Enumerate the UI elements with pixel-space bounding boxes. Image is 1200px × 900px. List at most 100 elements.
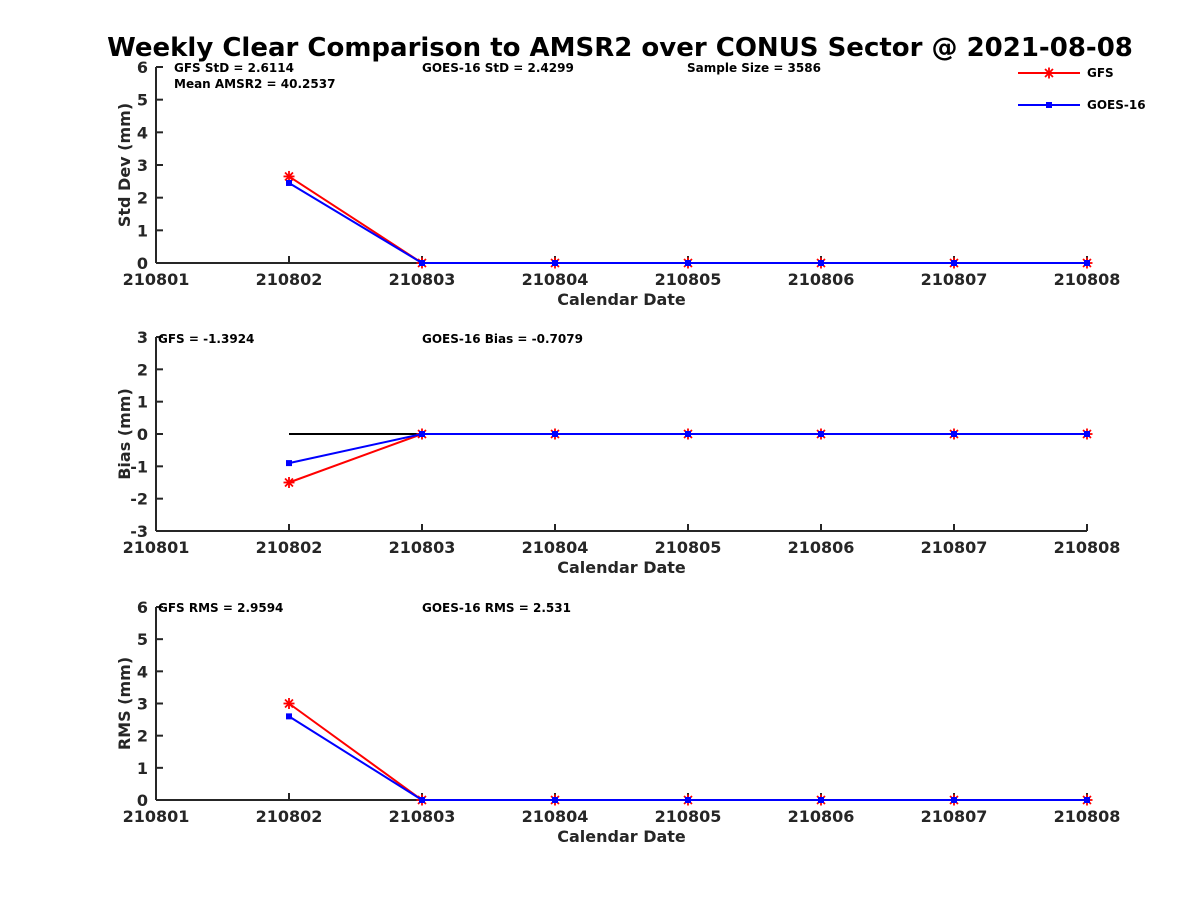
- rms-y-tick-label: 6: [137, 598, 148, 617]
- rms-series-goes-16-point: [1084, 797, 1090, 803]
- figure-title: Weekly Clear Comparison to AMSR2 over CO…: [107, 33, 1133, 63]
- bias-y-tick-label: -2: [130, 490, 148, 509]
- rms-series-goes-16-point: [685, 797, 691, 803]
- rms-series-goes-16-point: [286, 713, 292, 720]
- rms-x-tick-label: 210804: [522, 807, 589, 826]
- std-y-tick-label: 0: [137, 254, 148, 273]
- bias-x-tick-label: 210801: [123, 538, 190, 557]
- rms-annotation: GFS RMS = 2.9594: [158, 601, 283, 615]
- bias-y-tick-label: 2: [137, 360, 148, 379]
- subplot-bias: 210801 210802 210803 210804 210805 210806 2108…: [115, 328, 1120, 577]
- std-y-tick-label: 5: [137, 91, 148, 110]
- std-y-axis-label: Std Dev (mm): [115, 103, 134, 227]
- rms-x-tick-label: 210802: [256, 807, 323, 826]
- bias-x-tick-label: 210807: [921, 538, 988, 557]
- bias-x-tick-label: 210808: [1054, 538, 1121, 557]
- bias-series-goes-16-point: [685, 431, 691, 437]
- bias-y-axis-label: Bias (mm): [115, 388, 134, 480]
- rms-y-tick-label: 4: [137, 662, 148, 681]
- std-series-goes-16-point: [552, 260, 558, 266]
- std-x-tick-label: 210807: [921, 270, 988, 289]
- std-x-tick-label: 210801: [123, 270, 190, 289]
- std-y-tick-label: 1: [137, 221, 148, 240]
- legend-goes-16-label: GOES-16: [1087, 98, 1146, 112]
- std-x-tick-label: 210805: [655, 270, 722, 289]
- bias-y-tick-label: 0: [137, 425, 148, 444]
- bias-series-goes-16-point: [1084, 431, 1090, 437]
- legend-gfs-label: GFS: [1087, 66, 1114, 80]
- std-series-goes-16-point: [419, 260, 425, 266]
- bias-annotation: GOES-16 Bias = -0.7079: [422, 332, 583, 346]
- rms-x-tick-label: 210803: [389, 807, 456, 826]
- bias-x-tick-label: 210803: [389, 538, 456, 557]
- std-annotation: GFS StD = 2.6114: [174, 61, 294, 75]
- std-x-tick-label: 210802: [256, 270, 323, 289]
- rms-y-tick-label: 1: [137, 759, 148, 778]
- bias-series-goes-16-point: [552, 431, 558, 437]
- rms-series-goes-16-point: [419, 797, 425, 803]
- rms-y-tick-label: 5: [137, 630, 148, 649]
- std-series-goes-16-point: [286, 179, 292, 186]
- bias-y-tick-label: 1: [137, 393, 148, 412]
- rms-x-axis-label: Calendar Date: [557, 827, 686, 846]
- rms-x-tick-label: 210805: [655, 807, 722, 826]
- std-series-gfs-point-stroke-d2: [284, 171, 294, 182]
- rms-series-goes-16-point: [951, 797, 957, 803]
- subplots: 210801 210802 210803 210804 210805 210806 2108…: [115, 58, 1120, 846]
- std-x-axis-label: Calendar Date: [557, 290, 686, 309]
- bias-series-gfs-point: [283, 477, 295, 488]
- rms-x-tick-label: 210801: [123, 807, 190, 826]
- std-y-tick-label: 3: [137, 156, 148, 175]
- bias-x-tick-label: 210804: [522, 538, 589, 557]
- bias-y-tick-label: -1: [130, 457, 148, 476]
- rms-series-goes-16-line: [288, 715, 1087, 801]
- std-series-goes-16-point: [818, 260, 824, 266]
- rms-x-tick-label: 210807: [921, 807, 988, 826]
- bias-x-tick-label: 210805: [655, 538, 722, 557]
- legend: GFS GOES-16: [1018, 66, 1146, 112]
- bias-y-tick-label: 3: [137, 328, 148, 347]
- std-series-goes-16-point: [951, 260, 957, 266]
- rms-x-tick-label: 210806: [788, 807, 855, 826]
- bias-series-gfs-line: [288, 433, 1087, 484]
- rms-annotation: GOES-16 RMS = 2.531: [422, 601, 571, 615]
- rms-series-goes-16-point: [818, 797, 824, 803]
- std-annotation: GOES-16 StD = 2.4299: [422, 61, 574, 75]
- bias-series-goes-16-point: [951, 431, 957, 437]
- bias-series-goes-16-point: [419, 431, 425, 437]
- rms-series-goes-16-point: [552, 797, 558, 803]
- rms-series-gfs-point-stroke-d2: [284, 698, 294, 709]
- std-series-goes-16-line: [288, 182, 1087, 264]
- std-series-goes-16-point: [685, 260, 691, 266]
- rms-series-gfs-point: [283, 698, 295, 709]
- bias-x-tick-label: 210802: [256, 538, 323, 557]
- std-x-tick-label: 210808: [1054, 270, 1121, 289]
- std-x-tick-label: 210804: [522, 270, 589, 289]
- bias-series-goes-16-point: [818, 431, 824, 437]
- std-y-tick-label: 4: [137, 123, 148, 142]
- legend-gfs-marker: [1043, 67, 1055, 79]
- std-x-tick-label: 210803: [389, 270, 456, 289]
- bias-x-axis-label: Calendar Date: [557, 558, 686, 577]
- bias-x-tick-label: 210806: [788, 538, 855, 557]
- std-series-gfs-line: [288, 175, 1087, 264]
- legend-goes-16-marker: [1046, 102, 1052, 108]
- rms-y-tick-label: 2: [137, 727, 148, 746]
- rms-y-axis-label: RMS (mm): [115, 657, 134, 750]
- rms-y-tick-label: 3: [137, 695, 148, 714]
- rms-y-tick-label: 0: [137, 791, 148, 810]
- bias-y-tick-label: -3: [130, 522, 148, 541]
- std-y-tick-label: 6: [137, 58, 148, 77]
- std-annotation: Mean AMSR2 = 40.2537: [174, 77, 335, 91]
- std-x-tick-label: 210806: [788, 270, 855, 289]
- std-annotation: Sample Size = 3586: [687, 61, 821, 75]
- bias-series-gfs-point-stroke-d2: [284, 477, 294, 488]
- rms-x-tick-label: 210808: [1054, 807, 1121, 826]
- subplot-rms: 210801 210802 210803 210804 210805 210806 2108…: [115, 598, 1120, 846]
- rms-series-gfs-line: [288, 702, 1087, 801]
- std-y-tick-label: 2: [137, 189, 148, 208]
- legend-gfs-marker-stroke-d2: [1044, 68, 1054, 78]
- bias-annotation: GFS = -1.3924: [158, 332, 254, 346]
- std-series-goes-16-point: [1084, 260, 1090, 266]
